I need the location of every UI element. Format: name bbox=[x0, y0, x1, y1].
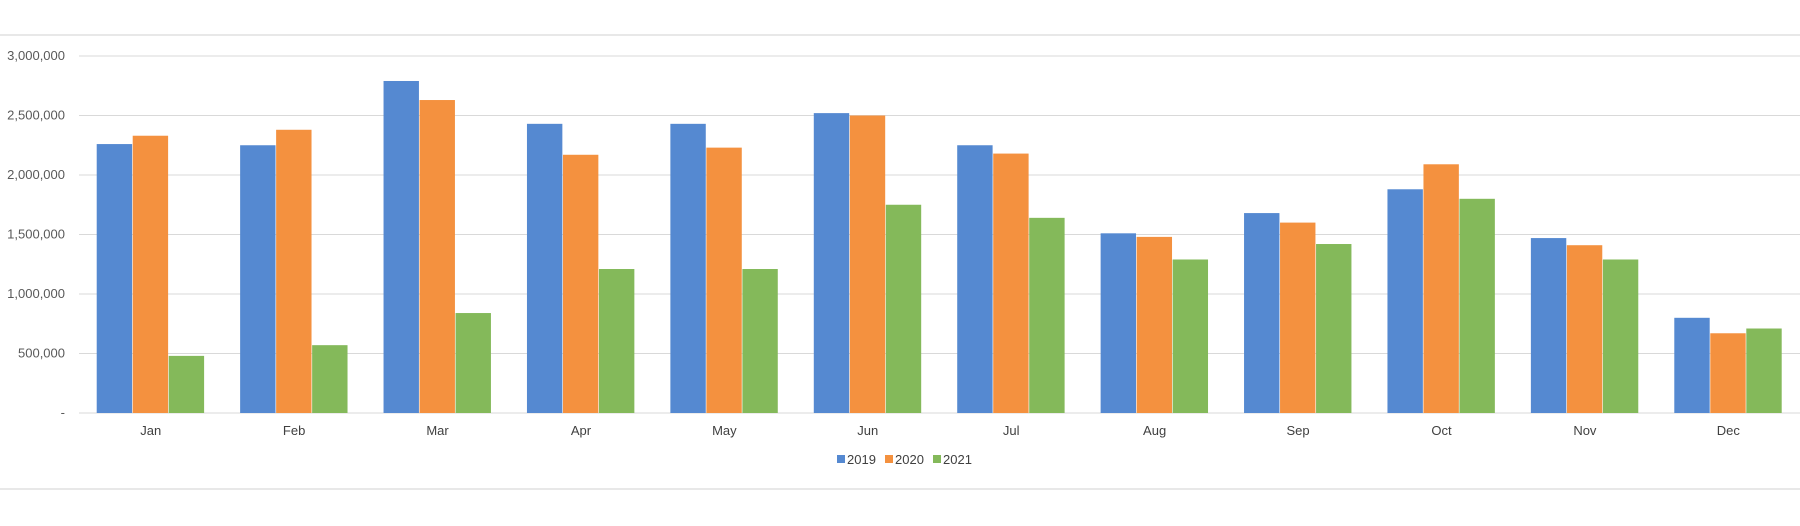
bar-2020-aug bbox=[1136, 236, 1173, 413]
bar-2019-feb bbox=[240, 145, 276, 413]
x-tick-label: Apr bbox=[571, 423, 592, 438]
x-tick-label: Aug bbox=[1143, 423, 1166, 438]
bar-2020-jul bbox=[993, 153, 1029, 413]
bar-2021-feb bbox=[312, 345, 348, 413]
legend-swatch-2020 bbox=[885, 455, 893, 463]
x-tick-label: Feb bbox=[283, 423, 305, 438]
bar-2019-jul bbox=[957, 145, 993, 413]
bar-2020-nov bbox=[1566, 245, 1603, 413]
legend-label-2021: 2021 bbox=[943, 452, 972, 467]
y-tick-label: 500,000 bbox=[18, 346, 65, 361]
x-axis-ticks: Jan Feb Mar Apr May Jun Jul Aug Sep Oct Nov Dec bbox=[140, 423, 1740, 438]
bar-2021-aug bbox=[1172, 259, 1209, 413]
bar-2021-jun bbox=[885, 204, 922, 413]
bars bbox=[96, 80, 1782, 414]
bar-2020-mar bbox=[419, 100, 455, 413]
bar-2019-apr bbox=[526, 123, 563, 413]
bar-2021-oct bbox=[1459, 198, 1495, 413]
bar-2020-oct bbox=[1423, 164, 1459, 413]
bar-2021-mar bbox=[455, 313, 491, 413]
bar-2020-dec bbox=[1710, 333, 1746, 413]
bar-2020-may bbox=[706, 147, 742, 413]
bar-2019-oct bbox=[1387, 189, 1423, 413]
y-tick-label: 1,000,000 bbox=[7, 286, 65, 301]
bar-2020-jun bbox=[849, 115, 886, 413]
gridlines bbox=[79, 55, 1800, 414]
bar-2019-nov bbox=[1530, 238, 1567, 413]
legend-swatch-2019 bbox=[837, 455, 845, 463]
bar-2019-aug bbox=[1100, 233, 1137, 413]
y-tick-label: 2,500,000 bbox=[7, 108, 65, 123]
x-tick-label: Jul bbox=[1003, 423, 1020, 438]
bar-2021-nov bbox=[1602, 259, 1639, 413]
legend: 2019 2020 2021 bbox=[837, 452, 972, 467]
bar-2020-apr bbox=[562, 154, 599, 413]
bar-2020-jan bbox=[132, 135, 169, 414]
y-tick-label: 3,000,000 bbox=[7, 48, 65, 63]
x-tick-label: Sep bbox=[1286, 423, 1309, 438]
bar-2019-may bbox=[670, 123, 706, 413]
legend-swatch-2021 bbox=[933, 455, 941, 463]
x-tick-label: Jun bbox=[857, 423, 878, 438]
bar-2021-jan bbox=[168, 355, 205, 413]
bar-2021-dec bbox=[1746, 328, 1782, 413]
x-tick-label: Dec bbox=[1717, 423, 1741, 438]
bar-2019-sep bbox=[1244, 213, 1280, 413]
x-tick-label: Jan bbox=[140, 423, 161, 438]
x-tick-label: May bbox=[712, 423, 737, 438]
bar-2019-jan bbox=[96, 144, 133, 413]
x-tick-label: Nov bbox=[1573, 423, 1597, 438]
y-tick-label: - bbox=[61, 405, 65, 420]
y-tick-label: 2,000,000 bbox=[7, 167, 65, 182]
bar-2019-mar bbox=[383, 80, 419, 414]
x-tick-label: Oct bbox=[1431, 423, 1452, 438]
bar-2021-may bbox=[742, 269, 778, 413]
x-tick-label: Mar bbox=[426, 423, 449, 438]
bar-2019-dec bbox=[1674, 317, 1710, 413]
bar-2020-feb bbox=[276, 129, 312, 413]
bar-2021-jul bbox=[1029, 217, 1065, 413]
bar-2021-sep bbox=[1316, 244, 1352, 413]
legend-label-2019: 2019 bbox=[847, 452, 876, 467]
bar-2020-sep bbox=[1280, 222, 1316, 413]
legend-label-2020: 2020 bbox=[895, 452, 924, 467]
y-tick-label: 1,500,000 bbox=[7, 227, 65, 242]
bar-2019-jun bbox=[813, 113, 850, 414]
y-axis-ticks: - 500,000 1,000,000 1,500,000 2,000,000 2,500… bbox=[7, 48, 65, 420]
bar-2021-apr bbox=[598, 269, 635, 413]
